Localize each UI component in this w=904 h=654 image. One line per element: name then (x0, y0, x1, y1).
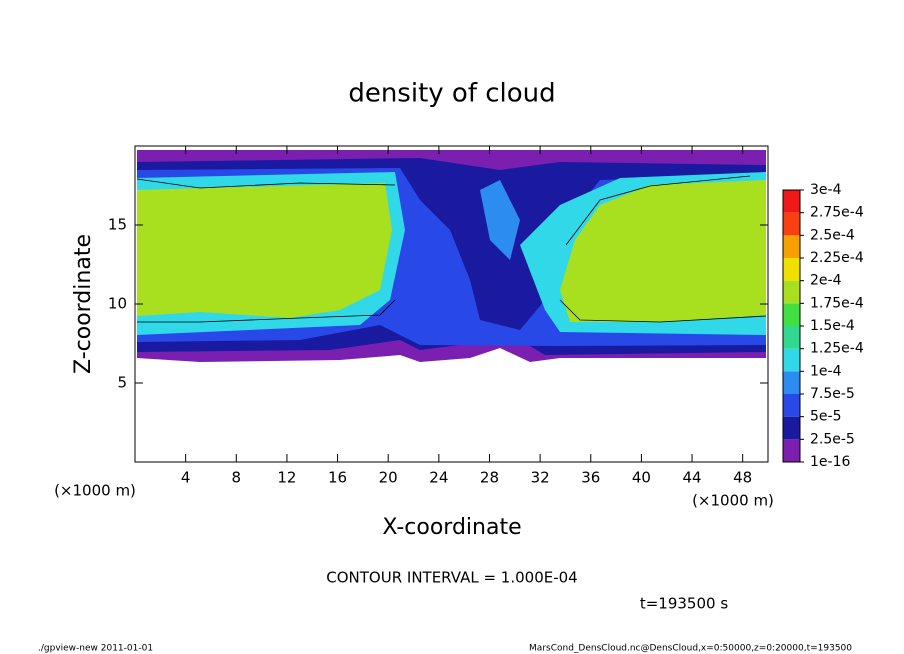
colorbar-label: 1.75e-4 (810, 295, 864, 311)
x-tick-label: 20 (379, 469, 398, 487)
colorbar-label: 2e-4 (810, 273, 842, 289)
colorbar-label: 1.5e-4 (810, 318, 855, 334)
footer-left: ./gpview-new 2011-01-01 (38, 644, 153, 654)
field-region (560, 180, 766, 322)
colorbar-label: 3e-4 (810, 182, 842, 198)
x-tick-label: 12 (277, 469, 296, 487)
colorbar-swatch (783, 190, 800, 213)
y-tick-label: 15 (108, 216, 127, 234)
x-unit-label: (×1000 m) (54, 482, 136, 500)
x-tick-label: 48 (733, 469, 752, 487)
colorbar-swatch (783, 439, 800, 462)
field-region (480, 180, 520, 260)
colorbar-swatch (783, 348, 800, 372)
x-tick-label: 32 (531, 469, 550, 487)
colorbar-label: 2.5e-5 (810, 431, 855, 447)
y-axis-label: Z-coordinate (71, 234, 96, 374)
time-label: t=193500 s (640, 595, 728, 613)
colorbar-swatch (783, 371, 800, 394)
y-tick-label: 10 (108, 295, 127, 313)
contour-interval: CONTOUR INTERVAL = 1.000E-04 (326, 569, 577, 587)
field-region (137, 183, 392, 318)
x-tick-label: 44 (682, 469, 701, 487)
x-tick-label: 40 (632, 469, 651, 487)
colorbar-swatch (783, 212, 800, 236)
x-tick-label: 8 (232, 469, 242, 487)
colorbar-swatch (783, 280, 800, 304)
contour-line (136, 175, 767, 323)
colorbar-label: 2.75e-4 (810, 205, 864, 221)
colorbar-label: 1.25e-4 (810, 341, 864, 357)
colorbar-label: 5e-5 (810, 409, 841, 425)
x-tick-label: 24 (429, 469, 448, 487)
x-tick-label: 28 (480, 469, 499, 487)
x-unit-label: (×1000 m) (692, 492, 774, 510)
colorbar-label: 2.25e-4 (810, 250, 864, 266)
y-tick-label: 5 (117, 374, 127, 392)
colorbar-swatch (783, 416, 800, 440)
colorbar-swatch (783, 235, 800, 258)
footer-right: MarsCond_DensCloud.nc@DensCloud,x=0:5000… (529, 644, 852, 654)
chart-title: density of cloud (348, 79, 555, 109)
colorbar-label: 2.5e-4 (810, 227, 855, 243)
x-tick-label: 36 (581, 469, 600, 487)
colorbar-label: 1e-16 (810, 454, 850, 470)
x-axis-label: X-coordinate (382, 515, 521, 540)
x-tick-label: 16 (328, 469, 347, 487)
colorbar-swatch (783, 258, 800, 281)
colorbar-swatch (783, 394, 800, 417)
colorbar-swatch (783, 303, 800, 326)
field (136, 150, 767, 362)
colorbar-swatch (783, 326, 800, 349)
colorbar-label: 1e-4 (810, 363, 842, 379)
colorbar-label: 7.5e-5 (810, 386, 855, 402)
x-tick-label: 4 (181, 469, 191, 487)
